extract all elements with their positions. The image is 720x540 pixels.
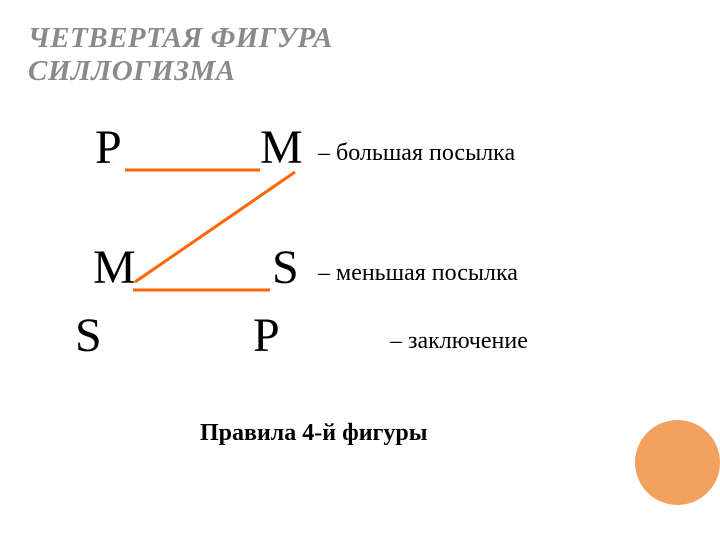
term-s-minor: S <box>272 240 299 295</box>
slide-title: ЧЕТВЕРТАЯ ФИГУРА СИЛЛОГИЗМА <box>28 22 333 89</box>
annotation-conclusion: – заключение <box>390 328 528 355</box>
rules-caption: Правила 4-й фигуры <box>200 420 428 447</box>
term-p-conclusion: P <box>253 308 280 363</box>
decorative-circle <box>635 420 720 505</box>
syllogism-diagram: Р М М S S P – большая посылка – меньшая … <box>75 120 635 400</box>
title-line1: ЧЕТВЕРТАЯ ФИГУРА <box>28 22 333 54</box>
annotation-minor-premise: – меньшая посылка <box>318 260 518 287</box>
term-m-major: М <box>260 120 303 175</box>
annotation-major-premise: – большая посылка <box>318 140 515 167</box>
term-s-conclusion: S <box>75 308 102 363</box>
term-m-minor: М <box>93 240 136 295</box>
line-diagonal <box>135 172 295 282</box>
term-p-major: Р <box>95 120 122 175</box>
title-line2: СИЛЛОГИЗМА <box>28 55 236 87</box>
